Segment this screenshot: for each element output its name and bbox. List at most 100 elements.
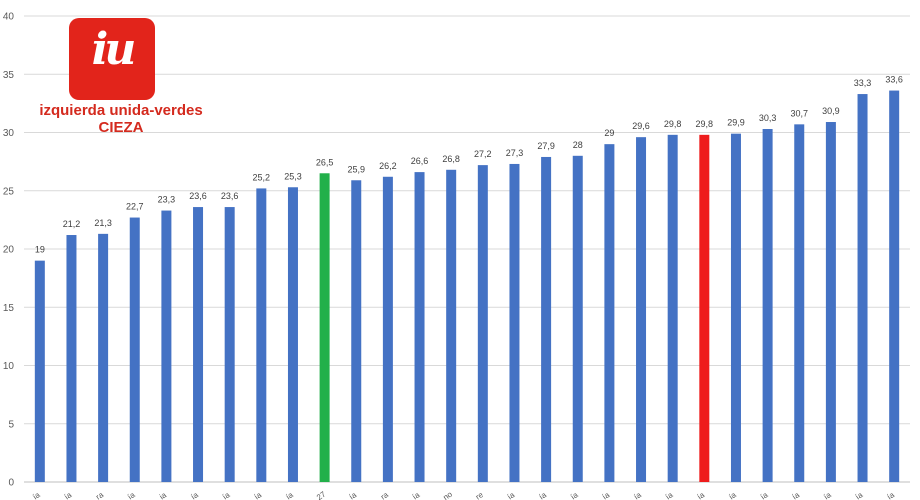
y-tick-label: 35 (3, 70, 15, 81)
bar (604, 144, 615, 482)
x-tick-label: ra (94, 490, 105, 500)
y-tick-label: 40 (3, 12, 15, 23)
izquierda-unida-logo: iu izquierda unida-verdes CIEZA (36, 18, 206, 143)
logo-mark-letters: iu (91, 24, 137, 75)
y-tick-label: 15 (3, 303, 15, 314)
data-label: 27,2 (474, 149, 492, 159)
data-label: 25,9 (347, 164, 365, 174)
data-label: 21,2 (63, 219, 81, 229)
x-tick-label: ía (759, 490, 770, 500)
data-label: 33,3 (854, 78, 872, 88)
x-tick-label: ía (601, 490, 612, 500)
logo-caption-line2: CIEZA (98, 119, 144, 136)
x-tick-label: ía (885, 490, 896, 500)
data-label: 29,8 (664, 119, 682, 129)
x-tick-label: ía (221, 490, 232, 500)
bar (889, 90, 900, 482)
bar (572, 155, 583, 483)
x-tick-label: ía (727, 490, 738, 500)
bar (66, 235, 77, 482)
y-tick-label: 25 (3, 186, 15, 197)
x-tick-label: ía (791, 490, 802, 500)
x-tick-label: ía (126, 490, 137, 500)
data-label: 21,3 (94, 218, 112, 228)
bar (446, 169, 457, 482)
bar (730, 133, 741, 483)
bar (256, 188, 267, 483)
y-tick-label: 20 (3, 245, 15, 256)
bar (129, 217, 140, 483)
x-tick-label: 27 (315, 489, 328, 500)
y-tick-label: 10 (3, 361, 15, 372)
bar (161, 210, 172, 482)
x-tick-label: ía (632, 490, 643, 500)
x-tick-label: ía (696, 490, 707, 500)
x-tick-label: ía (664, 490, 675, 500)
bar (762, 129, 773, 482)
data-label: 30,9 (822, 106, 840, 116)
x-tick-label: ía (348, 490, 359, 500)
bar (351, 180, 362, 482)
data-label: 19 (35, 245, 45, 255)
bar (287, 187, 298, 482)
data-label: 29,9 (727, 118, 745, 128)
bar (319, 173, 330, 482)
x-tick-label: ía (506, 490, 517, 500)
x-tick-label: ía (253, 490, 264, 500)
bar (699, 134, 710, 482)
data-label: 25,2 (253, 172, 271, 182)
bar (477, 165, 488, 482)
data-label: 26,5 (316, 157, 334, 167)
y-tick-label: 0 (8, 478, 14, 489)
bar (857, 94, 868, 483)
data-label: 26,2 (379, 161, 397, 171)
bar (794, 124, 805, 482)
bar (636, 137, 647, 482)
x-tick-label: re (474, 490, 485, 500)
data-label: 26,6 (411, 156, 429, 166)
x-tick-label: ía (284, 490, 295, 500)
bar (541, 156, 552, 482)
bar (667, 134, 678, 482)
x-tick-label: no (442, 489, 455, 500)
x-tick-label: ía (569, 490, 580, 500)
bar (382, 176, 393, 482)
data-label: 27,3 (506, 148, 524, 158)
data-label: 23,3 (158, 195, 176, 205)
data-label: 29,6 (632, 121, 650, 131)
data-label: 27,9 (537, 141, 555, 151)
x-tick-label: ía (411, 490, 422, 500)
logo-caption-line1: izquierda unida-verdes (39, 102, 203, 119)
bar (509, 163, 520, 482)
x-tick-label: ia (158, 490, 169, 500)
data-label: 22,7 (126, 202, 144, 212)
bar (98, 233, 109, 482)
data-label: 30,7 (790, 108, 808, 118)
data-label: 30,3 (759, 113, 777, 123)
y-tick-label: 30 (3, 128, 15, 139)
bar (224, 207, 235, 482)
bar (414, 172, 425, 483)
x-tick-label: ía (189, 490, 200, 500)
data-label: 23,6 (221, 191, 239, 201)
bar (825, 122, 836, 482)
x-tick-label: ía (822, 490, 833, 500)
x-tick-label: ra (379, 490, 390, 500)
data-label: 29,8 (696, 119, 714, 129)
bar (193, 207, 204, 482)
logo-mark: iu (69, 18, 155, 100)
x-tick-label: ía (537, 490, 548, 500)
x-tick-label: ía (31, 490, 42, 500)
data-label: 29 (604, 128, 614, 138)
x-tick-label: ía (854, 490, 865, 500)
logo-caption: izquierda unida-verdes CIEZA (36, 102, 206, 136)
data-label: 33,6 (885, 75, 903, 85)
data-label: 28 (573, 140, 583, 150)
data-label: 23,6 (189, 191, 207, 201)
bar (34, 260, 45, 482)
data-label: 26,8 (442, 154, 460, 164)
x-tick-label: ía (63, 490, 74, 500)
y-tick-label: 5 (8, 419, 14, 430)
data-label: 25,3 (284, 171, 302, 181)
